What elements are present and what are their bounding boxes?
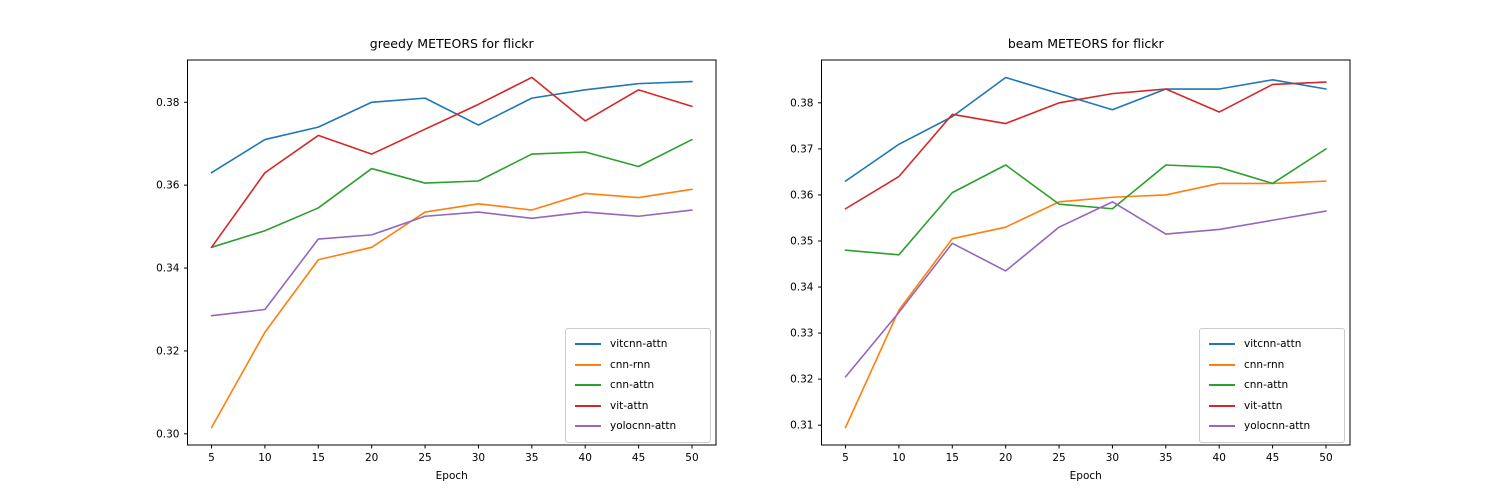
series-line-cnn-rnn (844, 180, 1327, 429)
series-line-vitcnn-attn (844, 76, 1327, 182)
x-tick-label: 5 (842, 452, 849, 464)
x-tick-label: 35 (525, 452, 538, 464)
legend-label: cnn-rnn (610, 358, 651, 371)
y-tick-label: 0.38 (156, 97, 179, 109)
x-tick-label: 45 (1266, 452, 1279, 464)
chart-title-greedy: greedy METEORS for flickr (369, 36, 534, 51)
series-line-cnn-rnn (210, 188, 693, 429)
y-tick-label: 0.33 (790, 328, 813, 340)
x-tick-label: 50 (685, 452, 698, 464)
legend-label: yolocnn-attn (610, 420, 677, 433)
legend-line-swatch (1209, 404, 1235, 407)
series-line-yolocnn-attn (210, 209, 693, 317)
x-tick-label: 30 (1106, 452, 1119, 464)
legend-item-cnn-attn: cnn-attn (1209, 375, 1335, 396)
legend-label: vit-attn (1244, 399, 1283, 412)
legend-greedy: vitcnn-attn cnn-rnn cnn-attn vit-attn yolocn… (565, 328, 711, 443)
legend-line-swatch (1209, 425, 1235, 428)
x-axis-label-beam: Epoch (1069, 470, 1102, 482)
series-line-vitcnn-attn (210, 80, 693, 174)
y-tick-label: 0.36 (156, 180, 180, 192)
legend-item-yolocnn-attn: yolocnn-attn (575, 416, 701, 437)
series-line-yolocnn-attn (844, 201, 1327, 378)
axes-0: 5 10 15 20 25 30 35 40 45 50 0.30 0.32 0.34 0.36 0.38 (156, 59, 717, 464)
y-tick-label: 0.31 (790, 420, 813, 432)
y-tick-label: 0.32 (790, 374, 813, 386)
legend-item-cnn-attn: cnn-attn (575, 375, 701, 396)
y-tick-label: 0.37 (790, 143, 813, 155)
chart-title-beam: beam METEORS for flickr (1007, 36, 1164, 51)
y-tick-label: 0.32 (156, 345, 179, 357)
legend-item-vit-attn: vit-attn (1209, 396, 1335, 417)
x-tick-label: 10 (258, 452, 271, 464)
axes-1: 5 10 15 20 25 30 35 40 45 50 0.31 0.32 0.33 0.34 0.35 0… (790, 59, 1351, 464)
legend-line-swatch (1209, 363, 1235, 366)
axes-frame (187, 59, 717, 446)
series-line-vit-attn (210, 76, 693, 249)
legend-label: cnn-attn (1244, 379, 1289, 392)
y-tick-label: 0.38 (790, 97, 813, 109)
legend-item-vit-attn: vit-attn (575, 396, 701, 417)
legend-line-swatch (575, 384, 601, 387)
x-axis-label-greedy: Epoch (435, 470, 468, 482)
legend-label: cnn-rnn (1244, 358, 1285, 371)
x-tick-label: 15 (312, 452, 325, 464)
x-tick-label: 25 (1052, 452, 1065, 464)
legend-line-swatch (575, 363, 601, 366)
x-tick-label: 20 (365, 452, 378, 464)
legend-item-cnn-rnn: cnn-rnn (1209, 355, 1335, 376)
y-tick-label: 0.34 (156, 263, 180, 275)
legend-beam: vitcnn-attn cnn-rnn cnn-attn vit-attn yolocn… (1199, 328, 1345, 443)
legend-label: vitcnn-attn (610, 338, 668, 351)
legend-line-swatch (1209, 384, 1235, 387)
legend-line-swatch (1209, 343, 1235, 346)
x-tick-label: 35 (1159, 452, 1172, 464)
x-tick-label: 45 (632, 452, 645, 464)
axes-frame (821, 59, 1351, 446)
legend-line-swatch (575, 404, 601, 407)
x-tick-label: 40 (579, 452, 592, 464)
x-tick-label: 5 (208, 452, 215, 464)
legend-label: yolocnn-attn (1244, 420, 1311, 433)
legend-item-vitcnn-attn: vitcnn-attn (1209, 334, 1335, 355)
legend-label: vit-attn (610, 399, 649, 412)
x-tick-label: 10 (892, 452, 905, 464)
legend-label: cnn-attn (610, 379, 655, 392)
series-line-cnn-attn (210, 138, 693, 249)
x-tick-label: 40 (1213, 452, 1226, 464)
legend-line-swatch (575, 425, 601, 428)
x-tick-label: 15 (946, 452, 959, 464)
x-tick-label: 25 (418, 452, 431, 464)
y-tick-label: 0.30 (156, 428, 179, 440)
x-tick-label: 20 (999, 452, 1012, 464)
legend-line-swatch (575, 343, 601, 346)
legend-item-cnn-rnn: cnn-rnn (575, 355, 701, 376)
legend-label: vitcnn-attn (1244, 338, 1302, 351)
x-tick-label: 30 (472, 452, 485, 464)
y-tick-label: 0.34 (790, 282, 814, 294)
series-line-vit-attn (844, 81, 1327, 210)
y-tick-label: 0.35 (790, 235, 813, 247)
y-tick-label: 0.36 (790, 189, 814, 201)
series-line-cnn-attn (844, 148, 1327, 256)
x-tick-label: 50 (1319, 452, 1332, 464)
legend-item-yolocnn-attn: yolocnn-attn (1209, 416, 1335, 437)
legend-item-vitcnn-attn: vitcnn-attn (575, 334, 701, 355)
